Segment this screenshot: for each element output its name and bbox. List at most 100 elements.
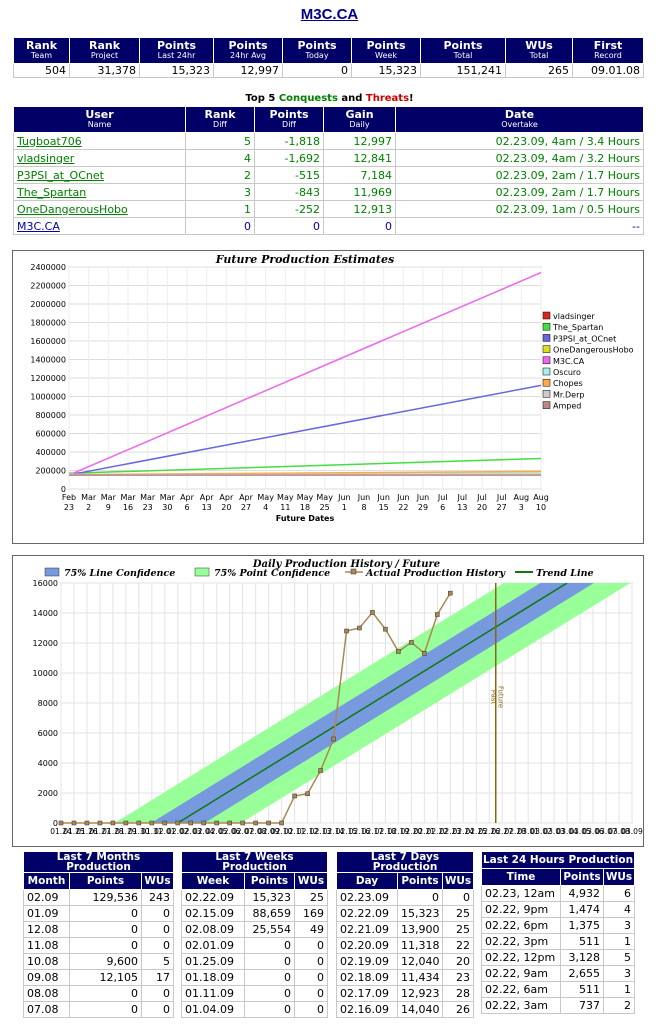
future-x-tick-month: Jun [416, 493, 430, 502]
actual-production-point [240, 820, 245, 826]
months-cell: 0 [69, 921, 142, 938]
future-x-tick-day: 30 [162, 503, 172, 512]
hours-cell: 02.22, 9pm [481, 901, 561, 918]
user-link[interactable]: M3C.CA [17, 219, 60, 233]
page-title: M3C.CA [0, 6, 659, 23]
table-row: 10.08 9,600 5 [23, 953, 174, 970]
user-link[interactable]: vladsinger [17, 151, 75, 165]
user-points-cell: -1,818 [254, 132, 324, 150]
future-production-chart: Future Production Estimates 0 200000 400000… [12, 250, 644, 544]
days-cell: 13,900 [397, 921, 443, 938]
history-y-tick-label: 4000 [38, 759, 58, 768]
table-row: Tugboat706 5 -1,818 12,997 02.23.09, 4am / 3… [13, 132, 644, 150]
user-link[interactable]: The_Spartan [17, 185, 87, 199]
actual-production-point [84, 820, 90, 826]
history-x-tick-label: 02.03 [180, 827, 202, 836]
history-x-tick-label: 02.07 [232, 827, 254, 836]
future-legend-label: OneDangerousHobo [553, 346, 634, 355]
days-cell: 0 [441, 889, 475, 906]
hours-cell: 3 [602, 965, 636, 982]
table-row: P3PSI_at_OCnet 2 -515 7,184 02.23.09, 2am / … [13, 166, 644, 184]
user-points-cell: -515 [254, 166, 324, 184]
stats-header-3: Points 24hr Avg [213, 37, 283, 64]
table-row: 11.08 0 0 [23, 937, 174, 954]
future-x-tick-day: 22 [398, 503, 408, 512]
history-x-tick-label: 01.26 [76, 827, 98, 836]
team-title-link[interactable]: M3C.CA [300, 6, 359, 23]
weeks-cell: 0 [244, 969, 295, 986]
table-row: 02.23.09 0 0 [336, 889, 475, 906]
future-x-tick-day: 8 [361, 503, 366, 512]
user-name-cell: OneDangerousHobo [13, 200, 186, 218]
actual-production-point [331, 736, 336, 742]
days-cell: 02.17.09 [336, 985, 398, 1002]
user-link[interactable]: OneDangerousHobo [17, 202, 128, 216]
months-cell: 12.08 [23, 921, 70, 938]
actual-production-point [383, 626, 388, 632]
actual-production-point [136, 820, 142, 826]
days-cell: 28 [441, 985, 475, 1002]
future-label: Future [497, 686, 505, 708]
stats-header-sub: Week [375, 50, 397, 60]
history-x-tick-label: 02.17 [362, 827, 384, 836]
stats-value-0: 504 [13, 63, 70, 78]
hours-col-header: Time [481, 868, 561, 886]
weeks-cell: 0 [244, 1001, 295, 1018]
days-cell: 11,318 [397, 937, 443, 954]
table-row: The_Spartan 3 -843 11,969 02.23.09, 2am / 1.… [13, 183, 644, 201]
users-header-sub: Diff [282, 119, 296, 129]
stats-header-main: First [593, 38, 623, 52]
future-x-tick-month: Apr [219, 493, 234, 502]
days-col-header: Points [397, 872, 443, 890]
stats-header-1: Rank Project [69, 37, 140, 64]
users-header-2: Points Diff [254, 106, 324, 133]
hours-cell: 02.22, 9am [481, 965, 561, 982]
stats-value-7: 265 [505, 63, 573, 78]
actual-production-point [370, 610, 375, 615]
future-y-tick-label: 2200000 [30, 282, 66, 291]
actual-production-point [214, 820, 219, 826]
history-x-tick-label: 03.01 [517, 827, 539, 836]
history-legend-label: 75% Line Confidence [64, 568, 175, 579]
weeks-cell: 169 [293, 905, 329, 922]
weeks-cell: 88,659 [244, 905, 295, 922]
daily-production-chart: Daily Production History / Future 75% Lin… [12, 555, 644, 847]
stats-header-main: Points [156, 38, 197, 52]
users-header-main: User [85, 107, 114, 121]
user-link[interactable]: Tugboat706 [17, 134, 82, 148]
history-x-tick-label: 02.11 [284, 827, 306, 836]
future-legend-swatch [542, 356, 551, 365]
table-row: 02.22, 9am 2,655 3 [481, 965, 636, 982]
future-x-tick-month: Feb [62, 493, 76, 502]
users-header-main: Points [269, 107, 309, 121]
days-cell: 12,040 [397, 953, 443, 970]
table-row: 02.20.09 11,318 22 [336, 937, 475, 954]
future-x-tick-month: May [316, 493, 333, 502]
hours-cell: 5 [602, 949, 636, 966]
hours-cell: 6 [602, 885, 636, 902]
table-row: 02.22, 3am 737 2 [481, 997, 636, 1014]
future-legend-swatch [542, 334, 551, 342]
actual-production-point [175, 820, 181, 826]
months-cell: 02.09 [23, 889, 70, 906]
stats-header-2: Points Last 24hr [139, 37, 214, 64]
history-x-tick-label: 01.28 [102, 827, 124, 836]
history-x-tick-label: 01.24 [50, 827, 72, 836]
months-cell: 09.08 [23, 969, 70, 986]
stats-header-sub: Record [594, 50, 622, 60]
history-x-tick-label: 02.14 [323, 827, 345, 836]
future-legend-swatch [542, 390, 551, 398]
actual-production-point [409, 640, 414, 645]
months-cell: 0 [141, 1001, 174, 1018]
history-x-tick-label: 02.25 [466, 827, 488, 836]
user-link[interactable]: P3PSI_at_OCnet [17, 168, 104, 182]
stats-value-5: 15,323 [351, 63, 421, 78]
days-cell: 20 [441, 953, 475, 970]
actual-production-point [253, 820, 258, 826]
future-x-tick-month: Jul [437, 493, 448, 502]
future-chart-title: Future Production Estimates [215, 253, 394, 266]
users-header-sub: Overtake [501, 119, 538, 129]
hours-col-header: Points [560, 868, 604, 886]
future-x-tick-day: 3 [519, 503, 524, 512]
future-x-tick-day: 29 [418, 503, 428, 512]
